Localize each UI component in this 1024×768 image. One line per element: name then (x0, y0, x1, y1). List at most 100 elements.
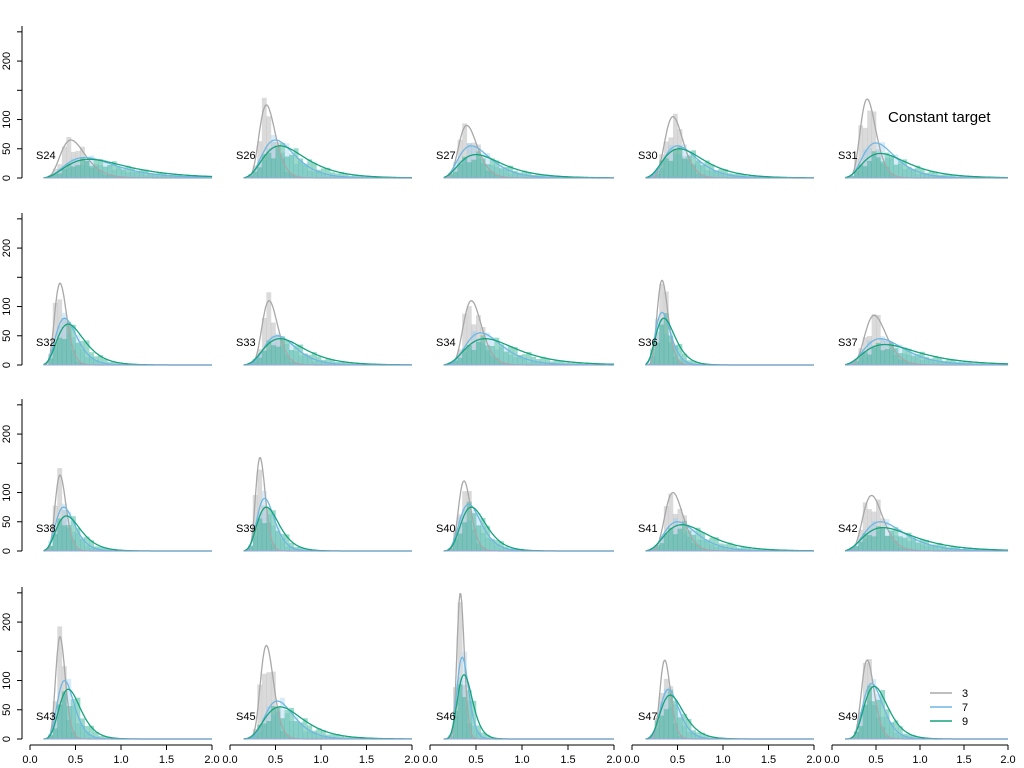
hist-bar-series-7 (727, 174, 733, 178)
x-tick-label: 0.5 (68, 754, 83, 766)
hist-bar-series-9 (48, 735, 54, 739)
hist-bar-series-7 (499, 164, 504, 178)
hist-bar-series-9 (302, 353, 308, 365)
hist-bar-series-7 (682, 361, 687, 365)
hist-bar-series-9 (691, 360, 696, 365)
hist-bar-series-3 (457, 602, 463, 739)
hist-bar-series-9 (889, 530, 894, 551)
hist-bar-series-9 (457, 357, 463, 365)
hist-bar-series-3 (448, 174, 454, 178)
hist-bar-series-7 (924, 358, 930, 365)
hist-bar-series-9 (302, 164, 308, 178)
hist-bar-series-9 (915, 542, 921, 551)
hist-bar-series-9 (668, 527, 674, 551)
hist-bar-series-9 (275, 346, 281, 365)
hist-bar-series-9 (457, 533, 463, 551)
hist-bar-series-7 (252, 361, 258, 365)
hist-bar-series-9 (152, 173, 158, 178)
hist-bar-series-3 (668, 493, 674, 551)
hist-bar-series-7 (302, 731, 308, 739)
hist-bar-series-9 (252, 733, 258, 739)
hist-bar-series-9 (89, 725, 94, 739)
hist-bar-series-9 (586, 363, 592, 365)
hist-bar-series-7 (316, 361, 322, 365)
hist-bar-series-7 (289, 720, 294, 739)
hist-bar-series-3 (871, 511, 877, 551)
hist-bar-series-3 (89, 167, 94, 178)
hist-bar-series-3 (266, 292, 272, 365)
hist-bar-series-3 (70, 151, 76, 178)
hist-bar-series-9 (920, 539, 925, 551)
hist-bar-series-7 (84, 545, 90, 551)
hist-bar-series-7 (266, 147, 272, 178)
hist-bar-series-3 (261, 97, 267, 178)
hist-bar-series-9 (522, 354, 527, 365)
hist-bar-series-9 (928, 358, 934, 365)
hist-bar-series-7 (654, 728, 660, 739)
hist-bar-series-3 (672, 356, 678, 365)
hist-bar-series-7 (668, 331, 674, 365)
hist-bar-series-9 (485, 345, 491, 365)
hist-bar-series-7 (302, 353, 308, 365)
hist-bar-series-9 (682, 158, 687, 178)
hist-bar-series-3 (911, 363, 916, 365)
hist-bar-series-9 (453, 171, 458, 178)
hist-bar-series-3 (289, 361, 294, 365)
hist-bar-series-9 (893, 527, 899, 551)
y-tick-label: 50 (1, 704, 13, 716)
hist-bar-series-9 (884, 349, 890, 365)
hist-bar-series-7 (906, 354, 912, 365)
hist-bar-series-7 (466, 344, 472, 365)
hist-bar-series-9 (736, 172, 742, 178)
hist-bar-series-9 (311, 730, 317, 739)
hist-bar-series-9 (695, 527, 701, 551)
hist-bar-series-3 (884, 535, 890, 551)
hist-bar-series-7 (668, 706, 674, 739)
hist-bar-series-7 (139, 173, 145, 178)
hist-bar-series-7 (462, 352, 468, 365)
hist-bar-series-9 (57, 337, 63, 365)
hist-bar-series-7 (257, 731, 263, 739)
hist-bar-series-9 (480, 732, 486, 739)
hist-bar-series-3 (48, 734, 54, 739)
hist-bar-series-9 (668, 160, 674, 178)
hist-bar-series-7 (915, 539, 921, 551)
hist-bar-series-7 (893, 535, 899, 551)
hist-bar-series-7 (713, 546, 719, 551)
hist-bar-series-7 (93, 163, 99, 178)
hist-bar-series-9 (512, 347, 518, 365)
hist-bar-series-9 (98, 547, 104, 551)
hist-bar-series-9 (677, 146, 683, 178)
panel-label: S27 (436, 150, 456, 162)
hist-bar-series-9 (66, 163, 72, 178)
density-line-series-7 (845, 521, 1008, 552)
hist-bar-series-7 (321, 361, 326, 365)
hist-bar-series-3 (70, 539, 76, 551)
hist-bar-series-3 (849, 176, 855, 178)
hist-bar-series-3 (880, 727, 886, 739)
hist-bar-series-3 (280, 339, 285, 365)
hist-bar-series-7 (70, 705, 76, 739)
hist-bar-series-7 (266, 706, 272, 739)
hist-bar-series-7 (906, 541, 912, 551)
hist-bar-series-9 (946, 173, 952, 178)
hist-bar-series-7 (718, 173, 724, 178)
hist-bar-series-3 (686, 159, 692, 178)
panel-s47: S47 0.0 0.5 1.0 1.5 2.0 (624, 659, 822, 766)
hist-bar-series-7 (512, 172, 518, 178)
hist-bar-series-7 (691, 732, 696, 739)
hist-bar-series-3 (889, 342, 894, 365)
hist-bar-series-3 (682, 156, 687, 178)
hist-bar-series-3 (61, 146, 67, 178)
hist-bar-series-7 (52, 347, 58, 365)
hist-bar-series-3 (75, 361, 81, 365)
hist-bar-series-3 (257, 469, 263, 551)
panel-label: S36 (638, 337, 658, 349)
hist-bar-series-9 (52, 728, 58, 739)
hist-bar-series-7 (933, 546, 938, 551)
hist-bar-series-3 (902, 548, 908, 551)
hist-bar-series-3 (654, 547, 660, 551)
hist-bar-series-9 (307, 725, 313, 739)
hist-bar-series-7 (257, 159, 263, 178)
hist-bar-series-9 (682, 713, 687, 739)
